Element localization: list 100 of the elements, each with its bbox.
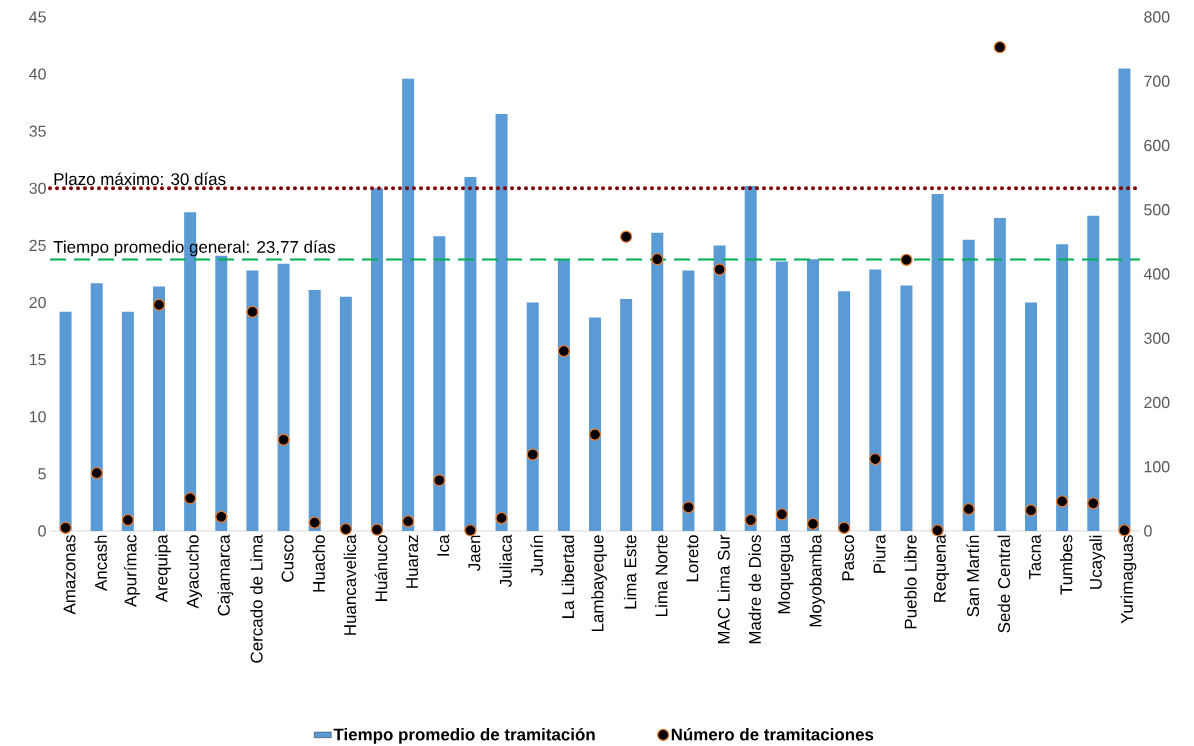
x-tick-label: Jaen — [468, 535, 481, 572]
point — [215, 510, 228, 524]
bar — [589, 317, 601, 532]
legend-label: Tiempo promedio de tramitación — [333, 728, 595, 744]
point — [308, 516, 321, 529]
x-tick-label: Piura — [873, 534, 886, 573]
point — [90, 467, 103, 480]
bar — [495, 114, 508, 532]
bar — [59, 311, 72, 532]
y-tick-label: 5 — [38, 468, 46, 480]
y-tick-label: 25 — [29, 239, 46, 252]
y2-tick-label: 600 — [1144, 139, 1170, 152]
bar — [90, 283, 103, 532]
y-tick-label: 15 — [29, 354, 46, 366]
point — [402, 515, 415, 528]
point — [1024, 504, 1038, 517]
x-tick-label: Loreto — [686, 535, 699, 582]
point — [1087, 497, 1100, 510]
point — [962, 503, 975, 516]
bar — [402, 78, 415, 532]
x-tick-label: Madre de Dios — [748, 535, 761, 644]
x-tick-label: Ucayali — [1089, 535, 1106, 589]
x-tick-label: Sede Central — [997, 535, 1011, 633]
bar — [557, 259, 570, 532]
x-tick-label: Ancash — [94, 535, 107, 592]
bar — [620, 299, 633, 532]
bar — [464, 176, 477, 532]
bar — [807, 259, 819, 532]
y-tick-label: 10 — [29, 411, 46, 423]
bar — [993, 218, 1006, 532]
point — [370, 523, 384, 536]
bar — [1118, 68, 1131, 532]
point — [869, 452, 882, 466]
point — [713, 263, 726, 276]
x-tick-label: Huacho — [312, 535, 325, 592]
x-tick-label: Amazonas — [63, 535, 76, 615]
point — [806, 517, 820, 531]
y-tick-label: 35 — [29, 125, 46, 137]
point — [682, 501, 695, 514]
bar — [962, 239, 975, 532]
x-tick-label: Tacna — [1029, 534, 1041, 580]
x-tick-label: Ayacucho — [186, 535, 203, 609]
bar — [526, 302, 539, 532]
x-tick-label: Huánuco — [374, 535, 388, 601]
point — [152, 298, 166, 312]
bar — [433, 236, 446, 532]
x-tick-label: Yurimaguas — [1120, 535, 1137, 624]
x-tick-label: Pueblo Libre — [904, 535, 917, 629]
y-tick-label: 0 — [38, 525, 46, 537]
x-tick-label: Tumbes — [1059, 535, 1073, 595]
x-tick-label: Arequipa — [155, 534, 171, 603]
bar — [931, 194, 944, 532]
bar — [682, 270, 695, 532]
ref-line-label: Plazo máximo: 30 días — [54, 172, 226, 186]
bar — [1025, 302, 1037, 532]
bar — [713, 245, 726, 532]
bar — [246, 270, 259, 532]
x-tick-label: Huancavelica — [343, 534, 357, 635]
y-tick-label: 20 — [29, 296, 46, 309]
legend-label: Número de tramitaciones — [671, 728, 874, 741]
point — [1055, 495, 1069, 508]
x-tick-label: Moquegua — [778, 534, 794, 614]
y2-tick-label: 500 — [1144, 204, 1170, 216]
bar — [775, 261, 788, 532]
point — [557, 345, 571, 358]
point — [900, 253, 913, 267]
point — [121, 514, 135, 527]
y-tick-label: 30 — [29, 182, 46, 195]
point — [246, 305, 259, 319]
x-tick-label: Moyobamba — [809, 534, 825, 627]
x-tick-label: Pasco — [842, 535, 855, 581]
bar — [121, 311, 134, 532]
bar — [308, 290, 321, 532]
point — [433, 474, 446, 487]
point — [495, 512, 508, 525]
x-tick-label: Ica — [437, 534, 450, 556]
point — [277, 433, 290, 446]
y2-tick-label: 200 — [1144, 396, 1170, 409]
bar — [215, 255, 228, 532]
x-tick-label: MAC Lima Sur — [717, 534, 730, 644]
y2-tick-label: 300 — [1144, 332, 1170, 344]
y2-tick-label: 800 — [1144, 11, 1170, 23]
x-tick-label: Lambayeque — [591, 535, 607, 632]
y2-tick-label: 700 — [1144, 75, 1170, 87]
x-tick-label: Lima Este — [623, 535, 637, 609]
y2-tick-label: 100 — [1144, 461, 1170, 473]
bar — [277, 263, 290, 532]
y-tick-label: 45 — [29, 11, 46, 23]
point — [619, 230, 633, 243]
point — [837, 521, 851, 535]
point — [59, 521, 72, 535]
bar — [1087, 215, 1100, 532]
x-tick-label: La Libertad — [561, 535, 575, 618]
x-tick-label: Cercado de Lima — [250, 534, 263, 663]
x-tick-label: Cajamarca — [217, 534, 234, 616]
x-tick-label: Cusco — [281, 535, 294, 582]
point — [993, 41, 1006, 54]
bar — [744, 186, 757, 532]
y2-tick-label: 400 — [1143, 268, 1170, 280]
point — [775, 508, 788, 521]
